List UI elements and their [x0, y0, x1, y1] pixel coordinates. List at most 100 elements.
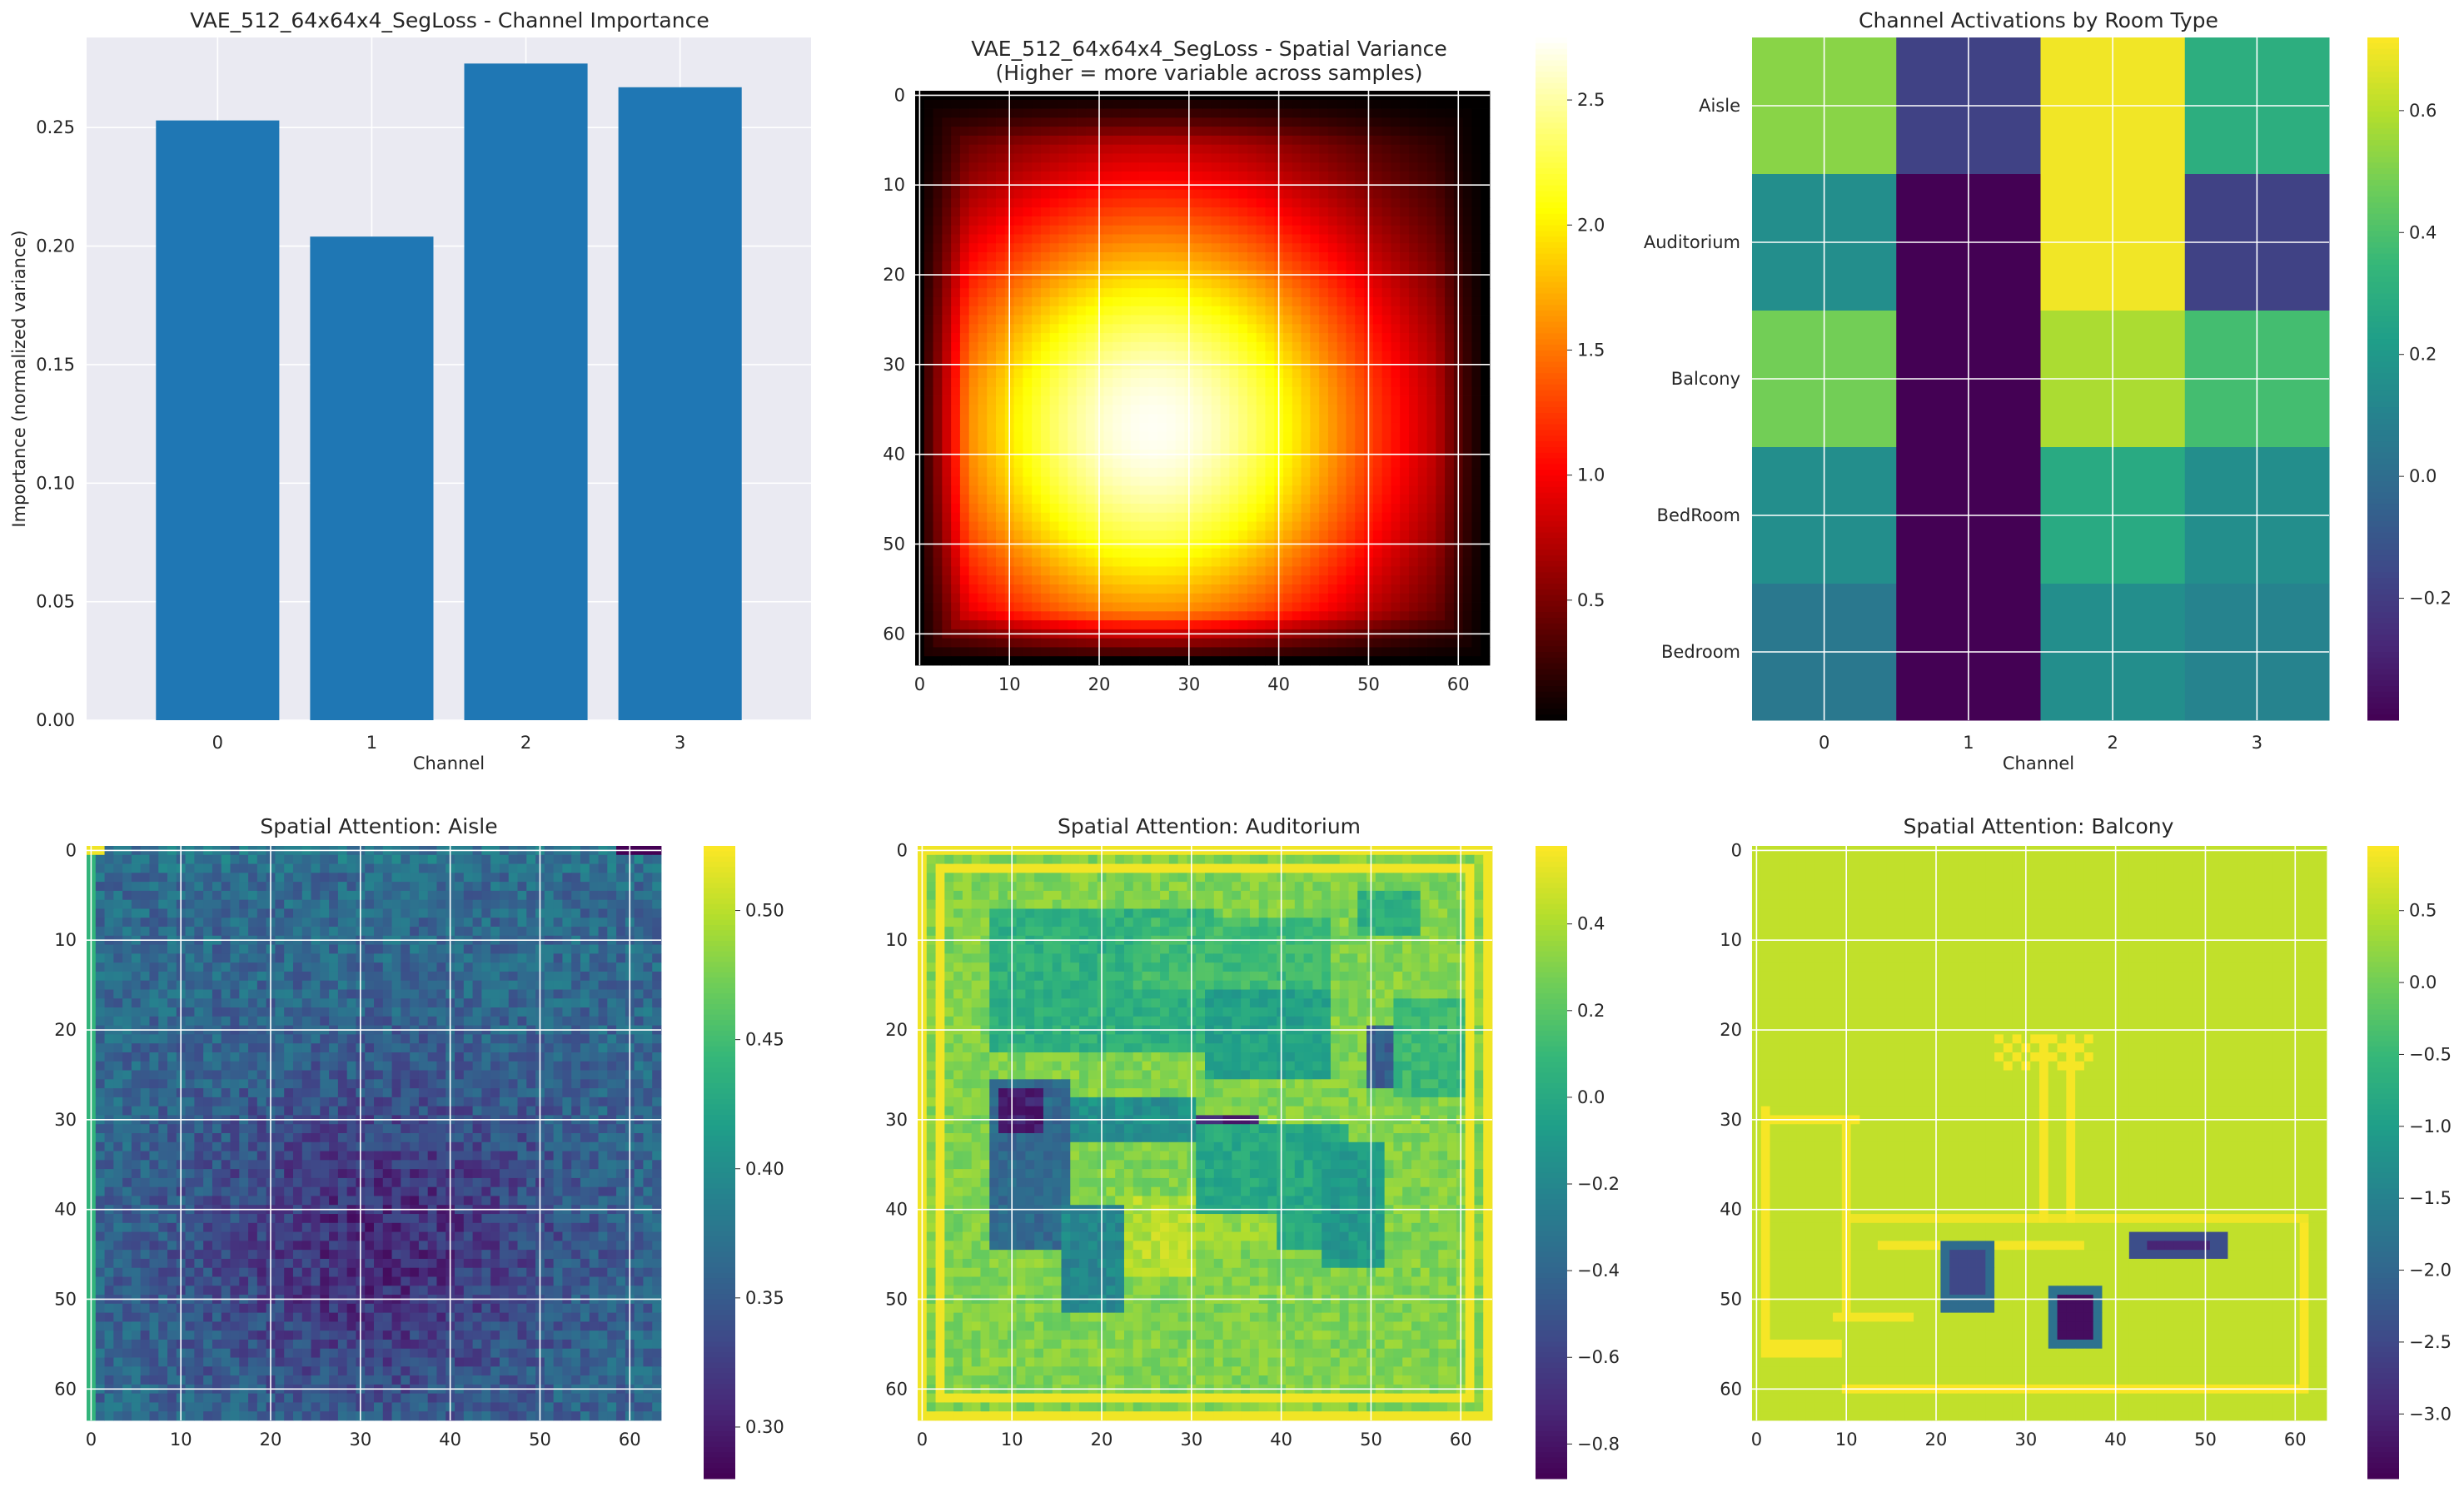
heatmap-cell — [472, 908, 482, 918]
heatmap-cell — [1049, 144, 1059, 154]
heatmap-cell — [968, 144, 978, 154]
heatmap-cell — [1391, 207, 1401, 217]
heatmap-cell — [1417, 485, 1427, 495]
heatmap-cell — [1247, 405, 1257, 415]
heatmap-cell — [1426, 593, 1436, 603]
heatmap-cell — [1372, 135, 1383, 146]
heatmap-cell — [1148, 135, 1158, 146]
heatmap-cell — [1462, 566, 1472, 576]
heatmap-cell — [942, 656, 952, 666]
heatmap-cell — [1013, 252, 1023, 262]
colorbar-segment — [1536, 520, 1567, 528]
heatmap-cell — [1049, 108, 1059, 118]
heatmap-cell — [942, 431, 952, 441]
heatmap-cell — [951, 234, 961, 244]
colorbar-segment — [1536, 435, 1567, 442]
heatmap-cell — [1471, 153, 1481, 163]
heatmap-cell — [391, 908, 401, 918]
heatmap-cell — [1462, 234, 1472, 244]
heatmap-cell — [1462, 162, 1472, 172]
y-tick-label: 40 — [883, 445, 905, 465]
heatmap-cell — [1256, 620, 1266, 630]
colorbar-segment — [2367, 219, 2399, 226]
heatmap-cell — [1193, 431, 1203, 441]
heatmap-cell — [1013, 261, 1023, 271]
heatmap-cell — [1355, 127, 1365, 137]
heatmap-cell — [1148, 99, 1158, 109]
heatmap-cell — [959, 135, 970, 146]
heatmap-cell — [1211, 333, 1221, 343]
heatmap-cell — [987, 234, 997, 244]
heatmap-cell — [1077, 234, 1087, 244]
channel-importance-x-label: Channel — [413, 753, 485, 773]
heatmap-cell — [1301, 288, 1311, 298]
colorbar-segment — [2367, 566, 2399, 573]
heatmap-cell — [959, 530, 970, 540]
heatmap-cell — [1391, 575, 1401, 585]
heatmap-cell — [1032, 225, 1042, 235]
heatmap-cell — [346, 908, 356, 918]
heatmap-cell — [1193, 333, 1203, 343]
heatmap-cell — [1049, 530, 1059, 540]
heatmap-cell — [1049, 575, 1059, 585]
heatmap-cell — [996, 422, 1006, 433]
heatmap-cell — [1372, 512, 1383, 522]
heatmap-cell — [1327, 521, 1338, 531]
heatmap-cell — [1175, 198, 1185, 208]
heatmap-cell — [1193, 225, 1203, 235]
heatmap-cell — [1265, 548, 1275, 559]
heatmap-cell — [942, 261, 952, 271]
heatmap-cell — [1462, 584, 1472, 594]
heatmap-cell — [1462, 117, 1472, 127]
heatmap-cell — [1175, 647, 1185, 657]
heatmap-cell — [1265, 638, 1275, 648]
heatmap-cell — [1417, 557, 1427, 567]
heatmap-cell — [1391, 162, 1401, 172]
heatmap-cell — [996, 243, 1006, 253]
colorbar-segment — [1536, 452, 1567, 460]
heatmap-cell — [1103, 216, 1113, 226]
heatmap-cell — [1166, 440, 1177, 450]
heatmap-cell — [1445, 351, 1455, 361]
heatmap-cell — [1426, 378, 1436, 388]
heatmap-cell — [1355, 378, 1365, 388]
heatmap-cell — [1265, 144, 1275, 154]
heatmap-cell — [256, 890, 267, 901]
heatmap-cell — [1327, 252, 1338, 262]
heatmap-cell — [1121, 656, 1132, 666]
heatmap-cell — [959, 431, 970, 441]
heatmap-cell — [203, 882, 213, 892]
heatmap-cell — [1381, 172, 1391, 182]
heatmap-cell — [1355, 584, 1365, 594]
colorbar-segment — [1536, 550, 1567, 556]
heatmap-cell — [1426, 414, 1436, 424]
colorbar-segment — [2367, 418, 2399, 425]
heatmap-cell — [1121, 414, 1132, 424]
heatmap-cell — [1426, 485, 1436, 495]
heatmap-cell — [1130, 495, 1140, 505]
heatmap-cell — [1408, 315, 1419, 325]
heatmap-cell — [1013, 172, 1023, 182]
heatmap-cell — [1175, 467, 1185, 477]
heatmap-cell — [1103, 476, 1113, 486]
heatmap-cell — [1426, 512, 1436, 522]
heatmap-cell — [978, 620, 988, 630]
heatmap-cell — [1381, 296, 1391, 307]
heatmap-cell — [1049, 378, 1059, 388]
heatmap-cell — [1337, 405, 1346, 415]
heatmap-cell — [1211, 172, 1221, 182]
heatmap-cell — [292, 890, 303, 901]
heatmap-cell — [942, 593, 952, 603]
heatmap-cell — [1301, 431, 1311, 441]
heatmap-cell — [526, 882, 536, 892]
heatmap-cell — [1032, 252, 1042, 262]
colorbar-segment — [2367, 42, 2399, 50]
heatmap-cell — [1229, 611, 1239, 621]
heatmap-cell — [1085, 135, 1096, 146]
heatmap-cell — [1229, 431, 1239, 441]
heatmap-cell — [1417, 656, 1427, 666]
y-tick-label: Balcony — [1671, 369, 1740, 389]
heatmap-cell — [1121, 306, 1132, 316]
heatmap-cell — [1337, 288, 1346, 298]
heatmap-cell — [1139, 117, 1149, 127]
